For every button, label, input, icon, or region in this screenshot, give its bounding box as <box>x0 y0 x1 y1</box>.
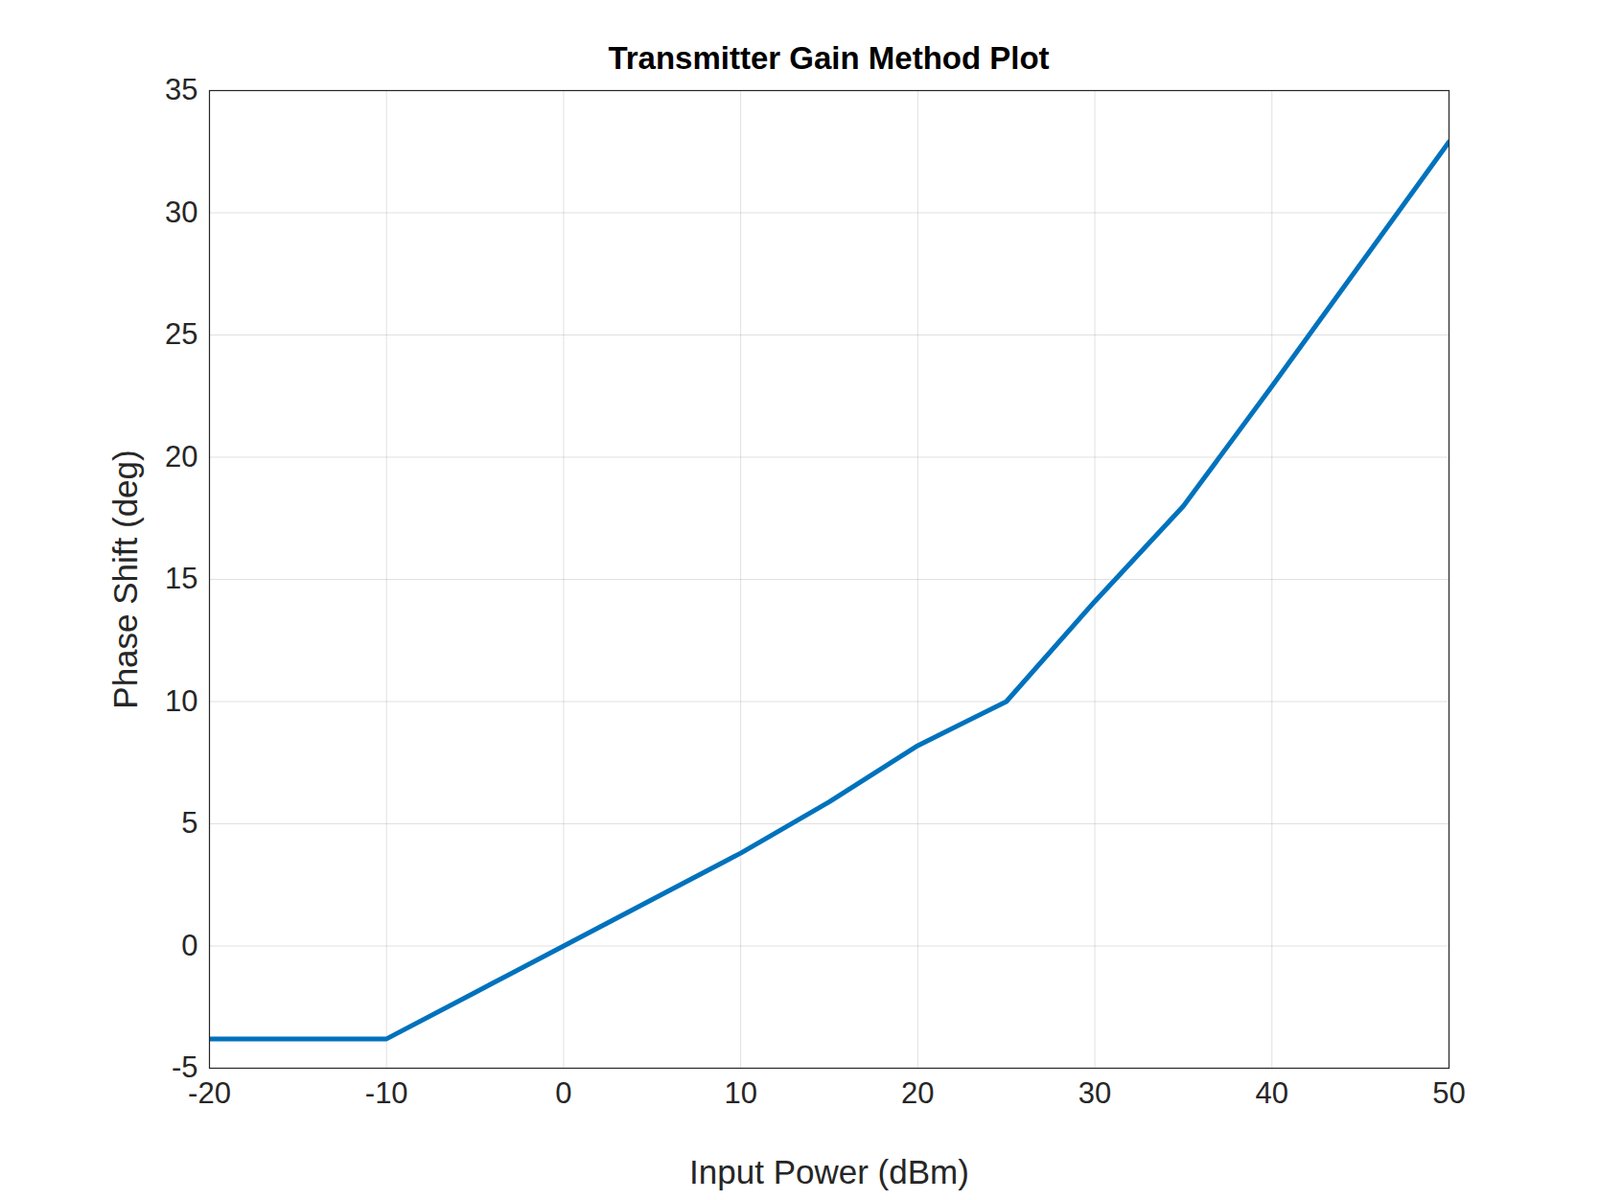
svg-text:0: 0 <box>555 1076 572 1111</box>
svg-text:30: 30 <box>1078 1076 1112 1111</box>
svg-text:0: 0 <box>181 928 198 963</box>
svg-text:-20: -20 <box>187 1076 232 1111</box>
svg-text:20: 20 <box>164 440 198 474</box>
svg-text:5: 5 <box>181 806 198 840</box>
svg-text:Input Power (dBm): Input Power (dBm) <box>689 1153 970 1191</box>
svg-text:10: 10 <box>164 684 198 719</box>
svg-text:Phase Shift (deg): Phase Shift (deg) <box>106 449 144 709</box>
svg-text:35: 35 <box>164 72 198 107</box>
svg-text:15: 15 <box>164 561 198 596</box>
html-text:Transmitter Gain Method Plot: Transmitter Gain Method Plot <box>608 40 1050 76</box>
svg-text:40: 40 <box>1255 1076 1289 1111</box>
svg-text:10: 10 <box>723 1076 757 1111</box>
svg-text:50: 50 <box>1432 1076 1465 1111</box>
svg-text:30: 30 <box>164 195 198 230</box>
svg-text:-5: -5 <box>171 1051 198 1085</box>
svg-text:-10: -10 <box>365 1076 409 1111</box>
svg-text:20: 20 <box>901 1076 934 1111</box>
svg-text:25: 25 <box>164 317 198 351</box>
